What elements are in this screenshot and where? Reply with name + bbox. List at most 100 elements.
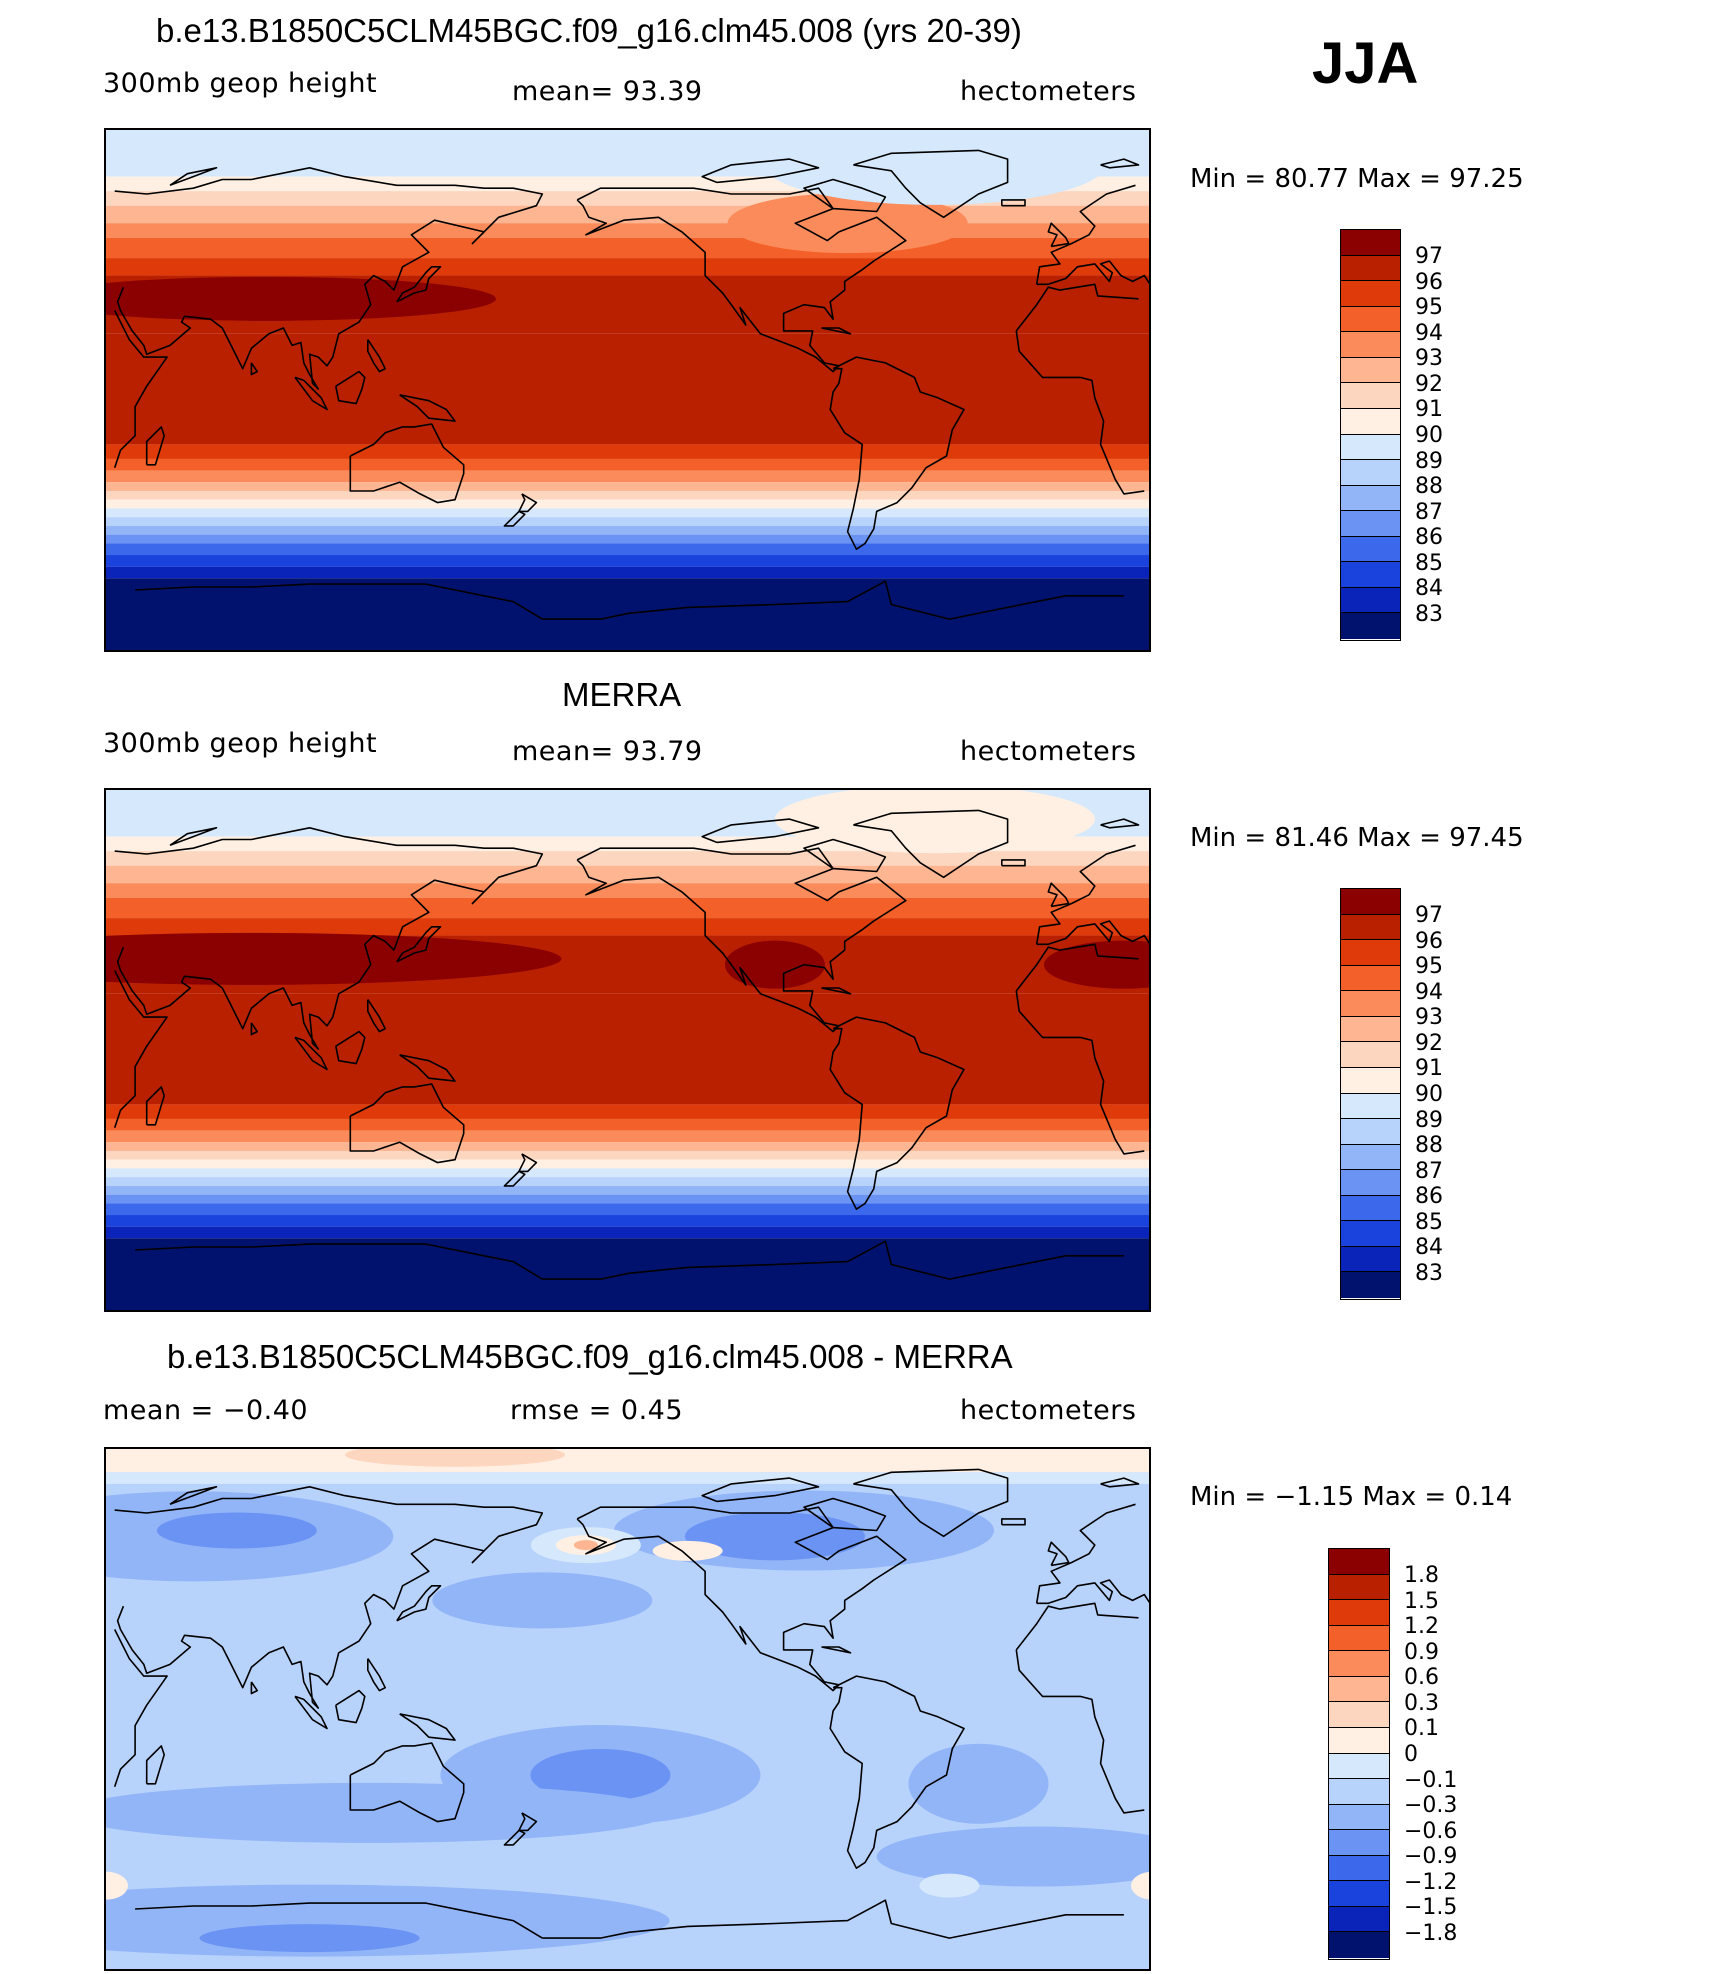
units-label: hectometers bbox=[960, 1395, 1137, 1426]
contour-patch bbox=[106, 276, 496, 321]
mean-label: mean= 93.79 bbox=[512, 736, 703, 767]
coastlines bbox=[113, 149, 1149, 620]
colorbar-label: 92 bbox=[1415, 1030, 1443, 1056]
colorbar-swatch bbox=[1329, 1676, 1389, 1703]
contour-patch bbox=[908, 1743, 1049, 1824]
units-label: hectometers bbox=[960, 736, 1137, 767]
colorbar-label: −0.1 bbox=[1404, 1767, 1458, 1793]
min-max-label: Min = 80.77 Max = 97.25 bbox=[1190, 164, 1524, 194]
colorbar-swatch bbox=[1341, 1016, 1400, 1043]
colorbar-label: 0.1 bbox=[1404, 1716, 1439, 1742]
contour-patch bbox=[156, 1512, 317, 1549]
coastlines bbox=[113, 809, 1149, 1280]
colorbar-swatch bbox=[1341, 511, 1400, 537]
contour-patch bbox=[106, 932, 562, 985]
colorbar-swatch bbox=[1341, 230, 1400, 256]
colorbar-swatch bbox=[1341, 1272, 1400, 1298]
colorbar-label: 0 bbox=[1404, 1742, 1418, 1767]
contour-band bbox=[106, 517, 1149, 526]
contour-band bbox=[106, 851, 1149, 866]
colorbar-label: 84 bbox=[1415, 1235, 1443, 1261]
contour-band bbox=[106, 508, 1149, 518]
colorbar-swatch bbox=[1341, 485, 1400, 512]
contour-patch bbox=[684, 1512, 865, 1561]
colorbar-label: −0.3 bbox=[1404, 1793, 1458, 1819]
colorbar-label: 86 bbox=[1415, 525, 1443, 551]
world-map bbox=[104, 1447, 1151, 1971]
contour-band bbox=[106, 223, 1149, 238]
contour-patch bbox=[530, 1749, 671, 1802]
contour-band bbox=[106, 543, 1149, 556]
colorbar-label: 1.2 bbox=[1404, 1614, 1439, 1640]
colorbar-label: 83 bbox=[1415, 601, 1443, 627]
colorbar-label: 85 bbox=[1415, 1209, 1443, 1235]
contour-band bbox=[106, 897, 1149, 919]
colorbar-label: 94 bbox=[1415, 979, 1443, 1005]
contour-band bbox=[106, 1104, 1149, 1119]
colorbar-label: 1.5 bbox=[1404, 1588, 1439, 1614]
colorbar-swatch bbox=[1341, 255, 1400, 282]
colorbar-label: 87 bbox=[1415, 1158, 1443, 1184]
colorbar-label: 92 bbox=[1415, 371, 1443, 397]
colorbar-label: 0.9 bbox=[1404, 1639, 1439, 1665]
contour-band bbox=[106, 1215, 1149, 1227]
colorbar-swatch bbox=[1341, 306, 1400, 333]
contour-band bbox=[106, 458, 1149, 471]
contour-band bbox=[106, 578, 1149, 650]
contour-band bbox=[106, 1203, 1149, 1216]
contour-band bbox=[106, 1118, 1149, 1131]
colorbar-label: 97 bbox=[1415, 244, 1443, 270]
colorbar-swatch bbox=[1329, 1574, 1389, 1601]
contour-patch bbox=[774, 790, 1095, 854]
panel-title: b.e13.B1850C5CLM45BGC.f09_g16.clm45.008 … bbox=[156, 12, 1022, 49]
colorbar-label: 97 bbox=[1415, 903, 1443, 929]
colorbar-swatch bbox=[1341, 1119, 1400, 1145]
colorbar-label: −0.6 bbox=[1404, 1818, 1458, 1844]
contour-band bbox=[106, 1159, 1149, 1169]
contour-band bbox=[106, 1150, 1149, 1160]
colorbar-label: −0.9 bbox=[1404, 1844, 1458, 1870]
contour-band bbox=[106, 993, 1149, 1105]
contour-band bbox=[106, 258, 1149, 276]
colorbar bbox=[1340, 229, 1401, 641]
colorbar-label: 90 bbox=[1415, 1082, 1443, 1107]
colorbar-label: 89 bbox=[1415, 448, 1443, 474]
colorbar-swatch bbox=[1329, 1702, 1389, 1728]
colorbar-label: 0.3 bbox=[1404, 1690, 1439, 1716]
colorbar-label: 93 bbox=[1415, 1005, 1443, 1031]
contour-patch bbox=[199, 1924, 420, 1953]
contour-patch bbox=[106, 1782, 668, 1843]
colorbar-swatch bbox=[1341, 1067, 1400, 1094]
mean-label: mean = −0.40 bbox=[103, 1395, 309, 1426]
colorbar-label: 88 bbox=[1415, 1133, 1443, 1159]
colorbar-label: 86 bbox=[1415, 1184, 1443, 1210]
contour-band bbox=[106, 883, 1149, 898]
colorbar-label: 84 bbox=[1415, 576, 1443, 602]
colorbar-swatch bbox=[1341, 965, 1400, 992]
colorbar-swatch bbox=[1329, 1855, 1389, 1882]
contour-patch bbox=[345, 1449, 565, 1467]
colorbar-swatch bbox=[1329, 1625, 1389, 1652]
colorbar-label: 96 bbox=[1415, 269, 1443, 295]
contour-patch bbox=[724, 940, 825, 989]
coastlines bbox=[113, 1468, 1149, 1939]
colorbar-swatch bbox=[1329, 1830, 1389, 1856]
contour-band bbox=[106, 490, 1149, 500]
panel-title: MERRA bbox=[562, 676, 682, 713]
contour-band bbox=[106, 482, 1149, 491]
colorbar-swatch bbox=[1341, 408, 1400, 435]
contour-patch bbox=[919, 1873, 980, 1898]
contour-patch bbox=[727, 193, 968, 254]
colorbar-swatch bbox=[1341, 1170, 1400, 1196]
colorbar-label: 83 bbox=[1415, 1260, 1443, 1286]
contour-band bbox=[106, 237, 1149, 259]
colorbar-label: 89 bbox=[1415, 1107, 1443, 1133]
colorbar-swatch bbox=[1341, 357, 1400, 384]
colorbar-label: 91 bbox=[1415, 1056, 1443, 1082]
contour-band bbox=[106, 1130, 1149, 1143]
panel-title: b.e13.B1850C5CLM45BGC.f09_g16.clm45.008 … bbox=[167, 1338, 1013, 1375]
colorbar-swatch bbox=[1341, 991, 1400, 1017]
colorbar-swatch bbox=[1341, 914, 1400, 941]
colorbar-swatch bbox=[1329, 1549, 1389, 1575]
min-max-label: Min = −1.15 Max = 0.14 bbox=[1190, 1482, 1513, 1512]
